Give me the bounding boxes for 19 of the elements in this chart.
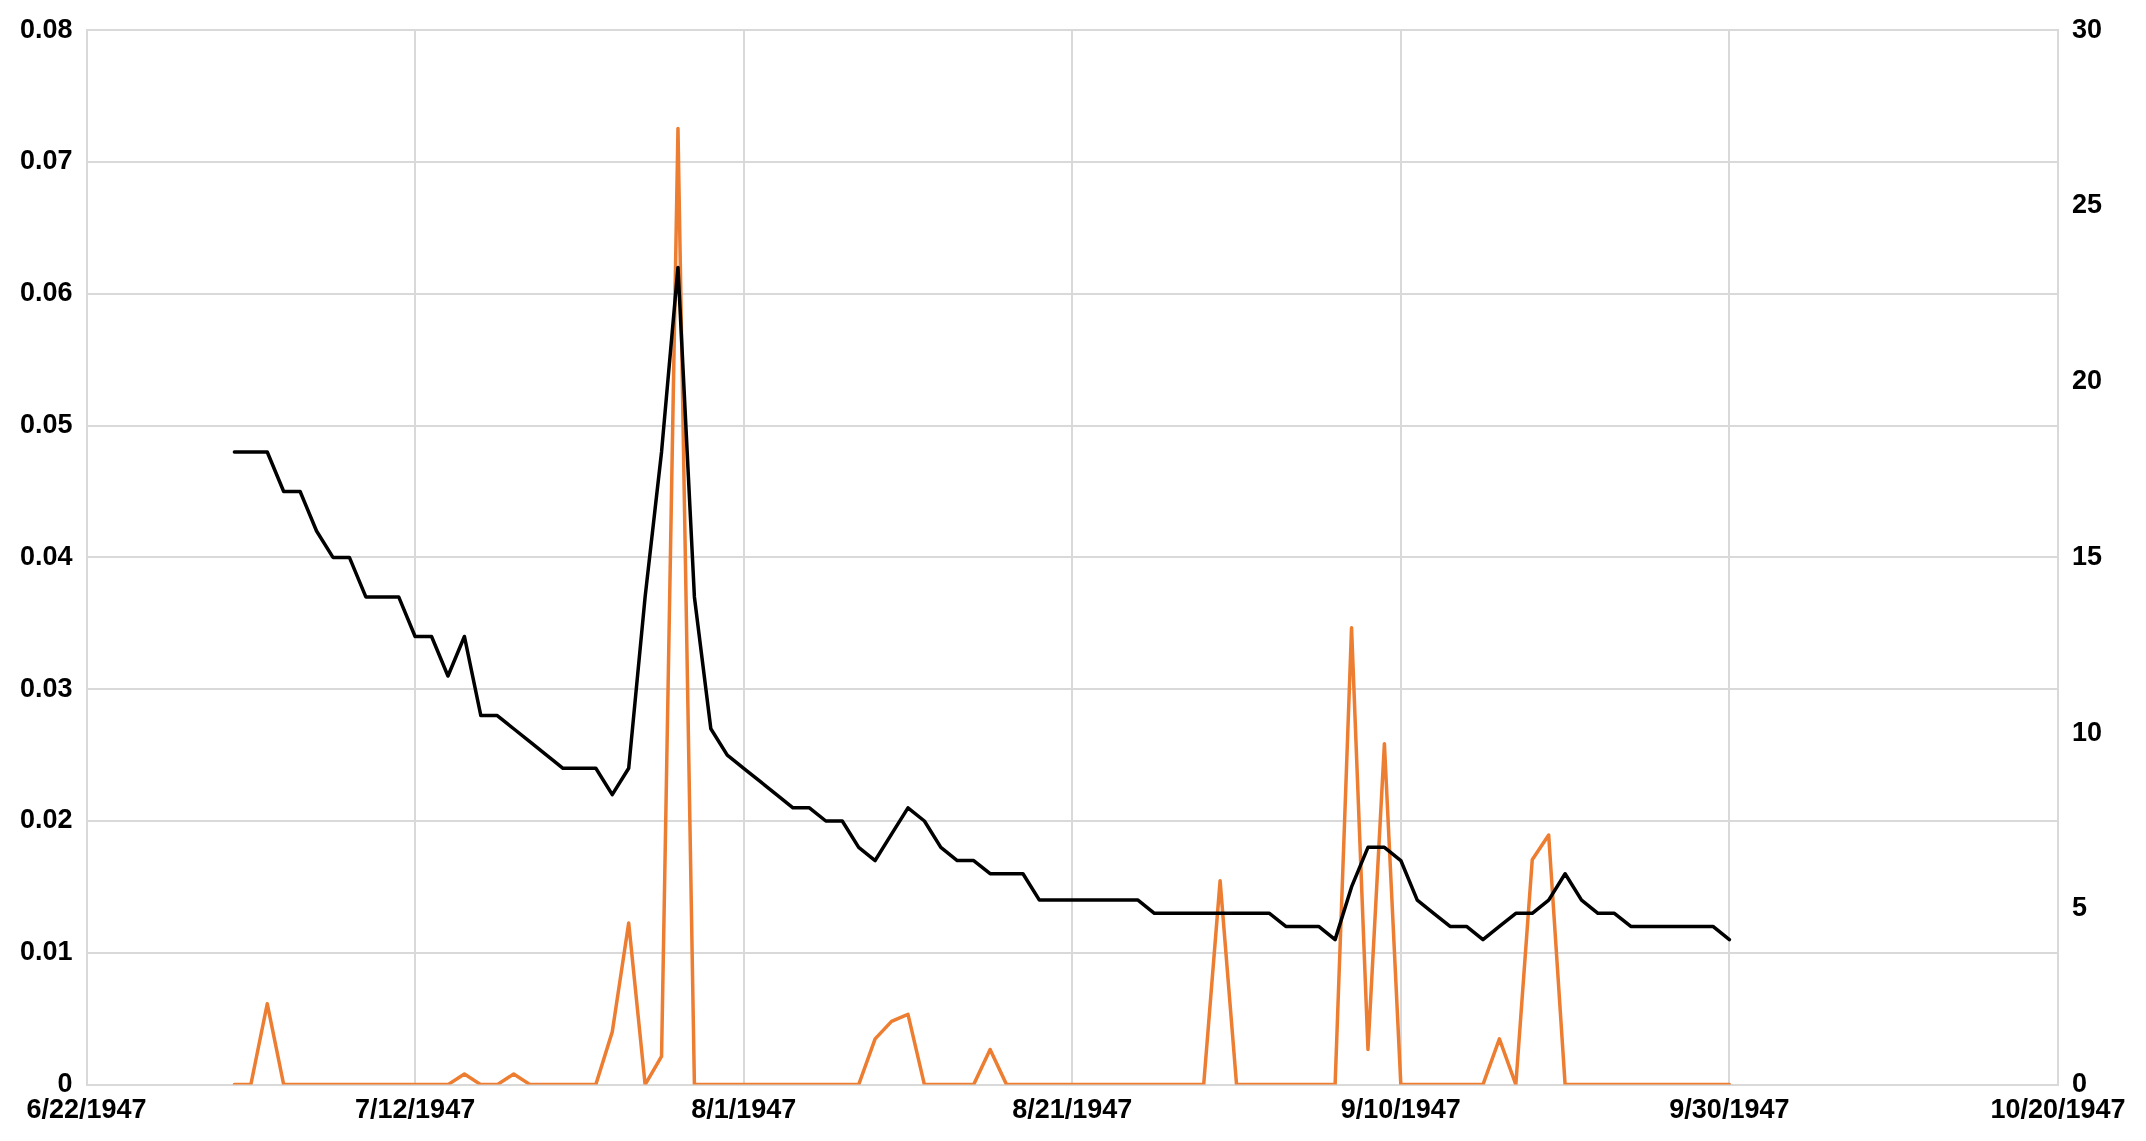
y2-tick-label: 15 <box>2071 540 2103 571</box>
y2-tick-label: 20 <box>2071 365 2103 396</box>
y2-tick-label: 5 <box>2071 892 2087 923</box>
y-tick-label: 0.08 <box>19 13 73 44</box>
y-tick-label: 0.02 <box>19 804 73 835</box>
y-tick-label: 0.07 <box>19 145 73 176</box>
y2-tick-label: 25 <box>2071 189 2103 220</box>
x-tick-label: 9/10/1947 <box>1340 1094 1461 1125</box>
y-tick-label: 0.05 <box>19 409 73 440</box>
y-tick-label: 0.04 <box>19 540 73 571</box>
y-tick-label: 0.06 <box>19 277 73 308</box>
y-tick-label: 0.01 <box>19 936 73 967</box>
x-tick-label: 9/30/1947 <box>1669 1094 1790 1125</box>
y2-tick-label: 10 <box>2071 716 2103 747</box>
y2-tick-label: 30 <box>2071 13 2103 44</box>
x-tick-label: 8/21/1947 <box>1012 1094 1133 1125</box>
y-tick-label: 0.03 <box>19 672 73 703</box>
x-tick-label: 8/1/1947 <box>691 1094 797 1125</box>
x-tick-label: 7/12/1947 <box>355 1094 476 1125</box>
